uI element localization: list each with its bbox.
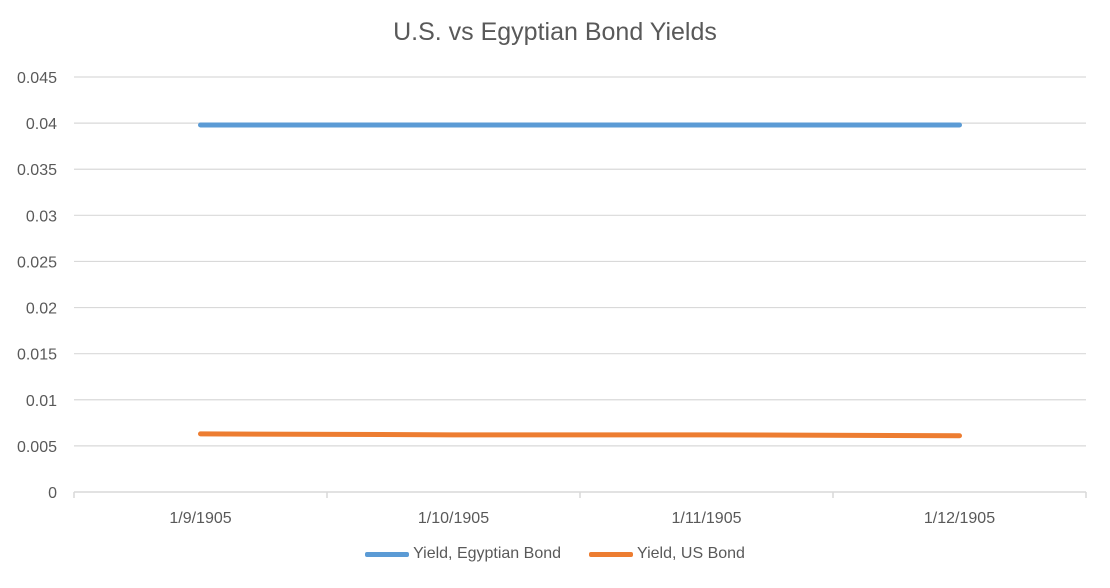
- x-tick-label: 1/9/1905: [169, 510, 231, 527]
- series-lines: [198, 122, 962, 439]
- legend-swatch-us-bond: [589, 551, 634, 557]
- legend-item-egyptian-bond: Yield, Egyptian Bond: [365, 545, 561, 563]
- legend-swatch-egyptian-bond: [365, 551, 410, 557]
- chart-title: U.S. vs Egyptian Bond Yields: [393, 18, 717, 46]
- y-tick-label: 0.01: [26, 393, 57, 410]
- x-axis: [73, 491, 1087, 498]
- legend-label-egyptian-bond: Yield, Egyptian Bond: [413, 545, 562, 562]
- y-tick-label: 0.045: [17, 70, 57, 87]
- gridlines: [74, 76, 1086, 447]
- x-tick-label: 1/10/1905: [418, 510, 489, 527]
- y-tick-label: 0.015: [17, 347, 57, 364]
- series-line-1: [198, 431, 962, 439]
- y-axis-tick-labels: 0 0.005 0.01 0.015 0.02 0.025 0.03 0.035 0.04 0.0…: [17, 70, 57, 502]
- y-tick-label: 0.03: [26, 208, 57, 225]
- x-tick-label: 1/12/1905: [924, 510, 995, 527]
- x-tick-label: 1/11/1905: [672, 510, 742, 527]
- x-axis-tick-labels: 1/9/1905 1/10/1905 1/11/1905 1/12/1905: [169, 510, 995, 527]
- y-tick-label: 0.04: [26, 116, 57, 133]
- legend: Yield, Egyptian Bond Yield, US Bond: [0, 545, 1110, 563]
- y-tick-label: 0.035: [17, 162, 57, 179]
- y-tick-label: 0.025: [17, 254, 57, 271]
- y-tick-label: 0.02: [26, 301, 57, 318]
- legend-item-us-bond: Yield, US Bond: [589, 545, 745, 563]
- y-tick-label: 0: [48, 485, 57, 502]
- y-tick-label: 0.005: [17, 439, 57, 456]
- legend-label-us-bond: Yield, US Bond: [637, 545, 745, 562]
